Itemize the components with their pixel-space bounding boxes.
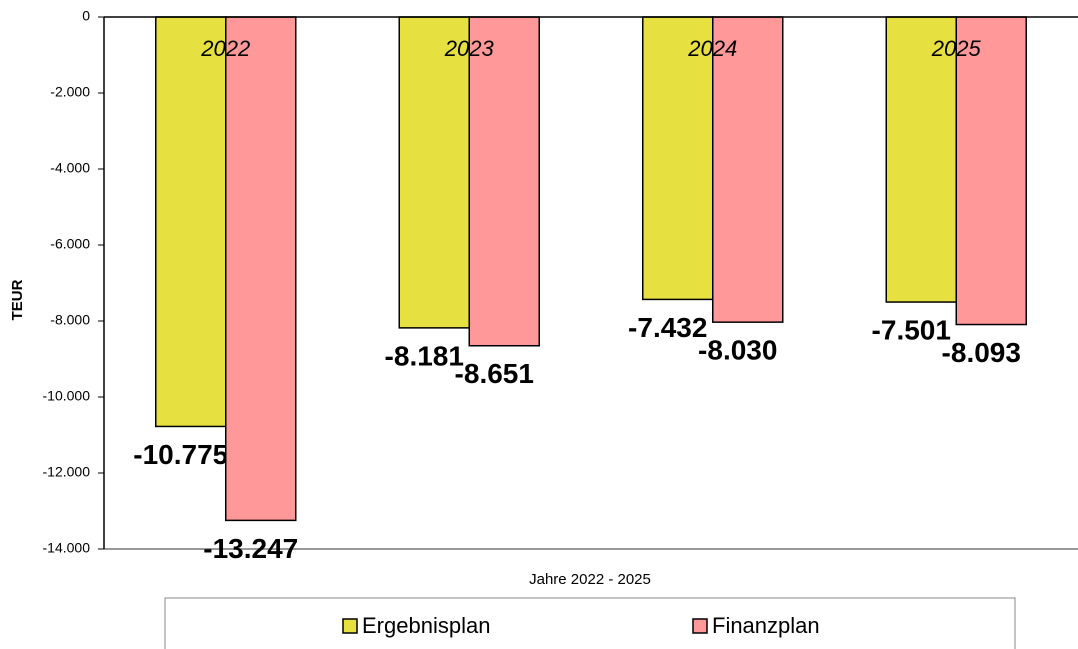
y-tick-label: -14.000 xyxy=(43,540,91,556)
y-tick-label: -4.000 xyxy=(50,160,90,176)
y-tick-label: -8.000 xyxy=(50,312,90,328)
value-label: -10.775 xyxy=(133,439,228,470)
category-label: 2022 xyxy=(200,36,250,61)
value-label: -7.501 xyxy=(872,314,951,345)
value-label: -7.432 xyxy=(628,312,707,343)
value-label: -8.030 xyxy=(698,335,777,366)
bar xyxy=(225,16,297,522)
y-tick-label: -6.000 xyxy=(50,236,90,252)
bar xyxy=(712,16,784,323)
legend-label: Ergebnisplan xyxy=(362,613,490,638)
y-tick-label: -12.000 xyxy=(43,464,91,480)
category-label: 2025 xyxy=(931,36,982,61)
y-tick-label: -2.000 xyxy=(50,84,90,100)
x-axis-label: Jahre 2022 - 2025 xyxy=(529,571,651,588)
legend-swatch xyxy=(342,618,358,634)
y-tick-label: -10.000 xyxy=(43,388,91,404)
y-axis-label: TEUR xyxy=(9,279,26,320)
legend-label: Finanzplan xyxy=(712,613,820,638)
legend-box xyxy=(164,597,1016,649)
category-label: 2024 xyxy=(687,36,737,61)
bar xyxy=(398,16,470,329)
value-label: -8.093 xyxy=(942,337,1021,368)
bar xyxy=(468,16,540,347)
value-label: -8.181 xyxy=(385,340,464,371)
bar xyxy=(885,16,957,303)
value-label: -8.651 xyxy=(455,358,534,389)
y-tick-label: 0 xyxy=(82,8,90,24)
bar xyxy=(155,16,227,428)
legend-swatch xyxy=(692,618,708,634)
category-label: 2023 xyxy=(444,36,495,61)
bar xyxy=(955,16,1027,326)
value-label: -13.247 xyxy=(203,533,298,564)
